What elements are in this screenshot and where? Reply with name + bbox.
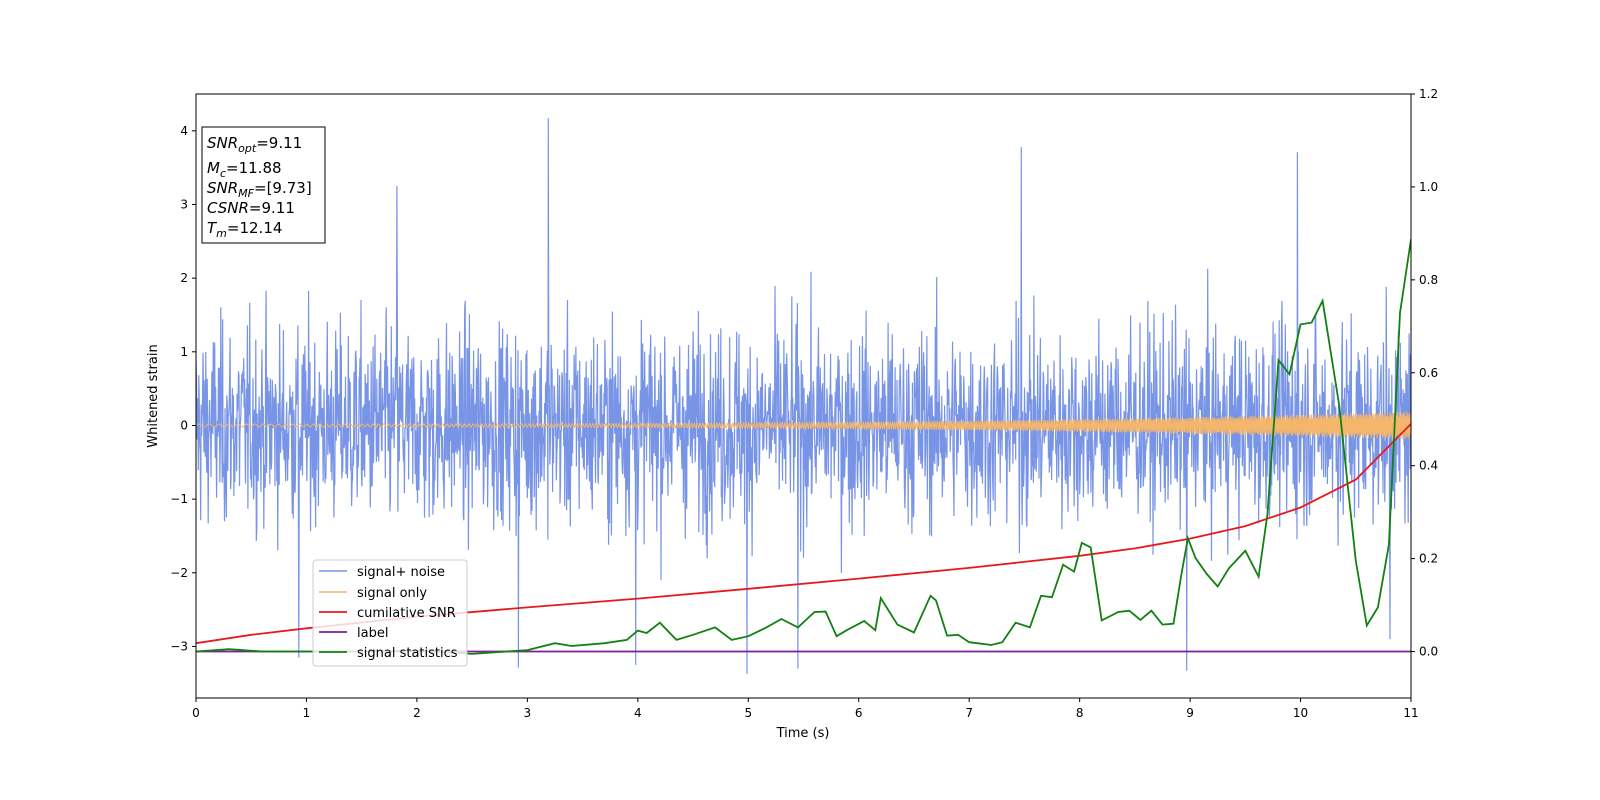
y-tick-label: −1 <box>170 492 188 506</box>
x-tick-label: 1 <box>303 706 311 720</box>
legend-item-signal-noise: signal+ noise <box>319 565 445 580</box>
legend-label: signal+ noise <box>357 565 445 580</box>
x-axis: 0 1 2 3 4 5 6 7 8 9 10 11 <box>192 698 1419 720</box>
x-tick-label: 2 <box>413 706 421 720</box>
legend-frame <box>312 559 468 667</box>
legend-item-label: label <box>319 626 388 641</box>
x-axis-label: Time (s) <box>776 726 830 741</box>
signal-only-series <box>196 411 1411 440</box>
signal-statistics-line <box>196 239 1411 655</box>
x-tick-label: 9 <box>1186 706 1194 720</box>
info-mc: Mc=11.88 <box>207 159 282 180</box>
x-tick-label: 7 <box>965 706 973 720</box>
y-axis-left: −3 −2 −1 0 1 2 3 4 <box>170 124 196 653</box>
y-tick-label: 4 <box>180 124 188 138</box>
y-tick-label: −3 <box>170 639 188 653</box>
info-box: SNRopt=9.11 Mc=11.88 SNRMF=[9.73] CSNR=9… <box>201 126 326 244</box>
y2-tick-label: 1.0 <box>1419 180 1438 194</box>
x-tick-label: 11 <box>1403 706 1418 720</box>
legend-item-signal-statistics: signal statistics <box>319 646 458 661</box>
y-tick-label: 2 <box>180 271 188 285</box>
x-tick-label: 6 <box>855 706 863 720</box>
info-tm: Tm=12.14 <box>207 219 282 240</box>
y2-tick-label: 0.6 <box>1419 366 1438 380</box>
y-axis-right: 0.0 0.2 0.4 0.6 0.8 1.0 1.2 <box>1411 87 1438 659</box>
x-tick-label: 10 <box>1293 706 1308 720</box>
y2-tick-label: 0.8 <box>1419 273 1438 287</box>
legend-item-signal-only: signal only <box>319 586 427 601</box>
legend-label: cumilative SNR <box>357 606 456 621</box>
signal-only-line <box>196 411 1411 440</box>
legend: signal+ noise signal only cumilative SNR… <box>312 559 468 667</box>
y2-tick-label: 0.0 <box>1419 645 1438 659</box>
info-snr-mf: SNRMF=[9.73] <box>207 179 312 200</box>
y-tick-label: 3 <box>180 197 188 211</box>
legend-label: signal only <box>357 586 427 601</box>
y2-tick-label: 1.2 <box>1419 87 1438 101</box>
legend-label: label <box>357 626 388 641</box>
y-tick-label: −2 <box>170 566 188 580</box>
x-tick-label: 3 <box>524 706 532 720</box>
info-csnr: CSNR=9.11 <box>207 199 295 217</box>
y-axis-label: Whitened strain <box>146 344 161 447</box>
legend-label: signal statistics <box>357 646 458 661</box>
x-tick-label: 0 <box>192 706 200 720</box>
x-tick-label: 8 <box>1076 706 1084 720</box>
y-tick-label: 0 <box>180 418 188 432</box>
legend-item-cumulative-snr: cumilative SNR <box>319 606 456 621</box>
y2-tick-label: 0.4 <box>1419 459 1438 473</box>
x-tick-label: 4 <box>634 706 642 720</box>
y2-tick-label: 0.2 <box>1419 552 1438 566</box>
info-box-frame <box>201 126 326 244</box>
x-tick-label: 5 <box>744 706 752 720</box>
info-snr-opt: SNRopt=9.11 <box>207 134 302 155</box>
plot-frame <box>195 93 1412 699</box>
y-tick-label: 1 <box>180 345 188 359</box>
